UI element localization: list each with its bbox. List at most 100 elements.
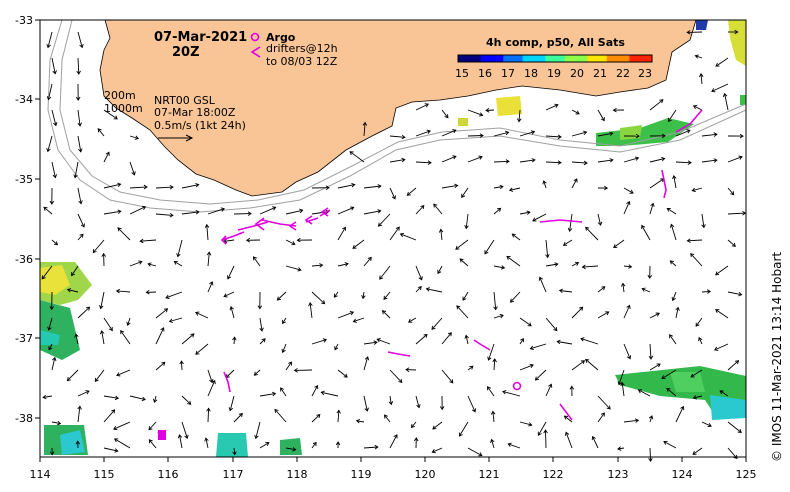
current-arrow-head [143,184,148,190]
current-arrow [519,159,535,163]
current-arrow [148,439,157,449]
current-arrow [363,185,381,189]
current-arrow [545,104,559,111]
current-arrow-head [117,182,122,188]
current-arrow [487,386,495,397]
current-arrow [233,337,236,345]
current-arrow [493,131,509,137]
current-arrow [389,395,392,405]
current-arrow [695,317,703,327]
current-arrow [719,390,729,397]
current-arrow-head [531,158,536,163]
colorbar-segment [461,55,465,62]
current-arrow [649,312,660,319]
current-arrow-head [537,431,542,436]
current-arrow [467,365,474,371]
current-arrow [692,187,703,192]
current-arrow [673,175,677,189]
current-arrow [94,369,105,382]
colorbar-segment [458,55,462,62]
current-arrow [441,129,456,137]
current-arrow-head [499,184,504,190]
current-arrow [334,343,339,350]
current-arrow-head [575,110,580,115]
current-arrow [74,161,79,178]
current-arrow-head [511,233,516,238]
current-arrow-head [647,274,653,279]
colorbar-segment [632,55,637,62]
current-arrow [666,388,677,397]
current-arrow-head [444,114,449,119]
current-arrow-head [454,183,459,189]
sst-tick-23: 23 [638,67,652,80]
current-arrow [667,208,677,215]
current-arrow-head [52,174,58,179]
current-arrow-head [461,193,466,198]
current-arrow-head [204,437,209,442]
current-arrow-head [620,282,626,287]
current-arrow-head [105,151,110,156]
current-arrow-head [108,326,113,332]
current-arrow-head [731,242,736,247]
current-arrow-head [528,422,533,427]
depth-1000-label: 1000m [104,102,143,115]
colorbar-segment [558,55,562,62]
current-arrow-head [734,360,740,365]
current-arrow [285,239,296,245]
current-arrow-head [626,200,631,206]
current-arrow [530,343,547,350]
current-arrow-head [580,337,585,342]
lat-tick-37: -37 [15,332,33,345]
current-arrow [623,187,634,194]
current-arrow [669,334,677,345]
current-arrow-head [57,420,62,426]
current-arrow-head [562,242,568,246]
current-arrow [488,343,495,361]
current-arrow [545,317,558,331]
current-arrow-head [75,440,81,445]
current-arrow-head [695,322,700,327]
current-arrow [311,414,321,423]
current-arrow-head [527,322,532,327]
current-arrow-head [116,372,121,377]
current-arrow [493,186,503,189]
current-arrow-head [556,339,561,345]
current-arrow-head [373,340,378,345]
current-arrow-head [176,253,181,258]
current-arrow [433,203,443,215]
current-arrow-head [374,444,379,450]
colorbar-segment [474,55,478,62]
current-arrow [165,291,183,299]
current-arrow-head [187,400,192,405]
current-arrow-head [629,189,634,194]
current-arrow-head [505,159,510,164]
current-arrow-head [312,441,317,447]
current-arrow-head [509,298,515,303]
current-arrow-head [410,423,415,429]
sst-colorbar-ticks: 15 16 17 18 19 20 21 22 23 [455,67,652,80]
current-arrow [363,257,372,267]
current-arrow-head [585,226,590,231]
current-arrow [597,311,609,319]
current-arrow-head [485,108,490,113]
current-arrow [622,283,625,293]
current-arrow [663,441,677,449]
current-arrow [509,187,521,191]
current-arrow-head [47,326,52,331]
current-arrow [649,447,652,462]
current-arrow [129,135,139,139]
current-arrow [77,57,80,75]
current-arrow-head [447,332,452,337]
current-arrow-head [648,355,654,360]
current-arrow-head [439,406,445,411]
current-arrow [545,430,547,449]
current-arrow-head [383,295,388,300]
current-arrow [623,305,631,319]
colorbar-segment [555,55,559,62]
current-arrow-head [320,390,325,396]
colorbar-segment [490,55,495,62]
current-arrow [155,186,174,189]
current-arrow [229,395,235,411]
current-arrow [518,109,521,122]
current-arrow-head [456,305,461,310]
